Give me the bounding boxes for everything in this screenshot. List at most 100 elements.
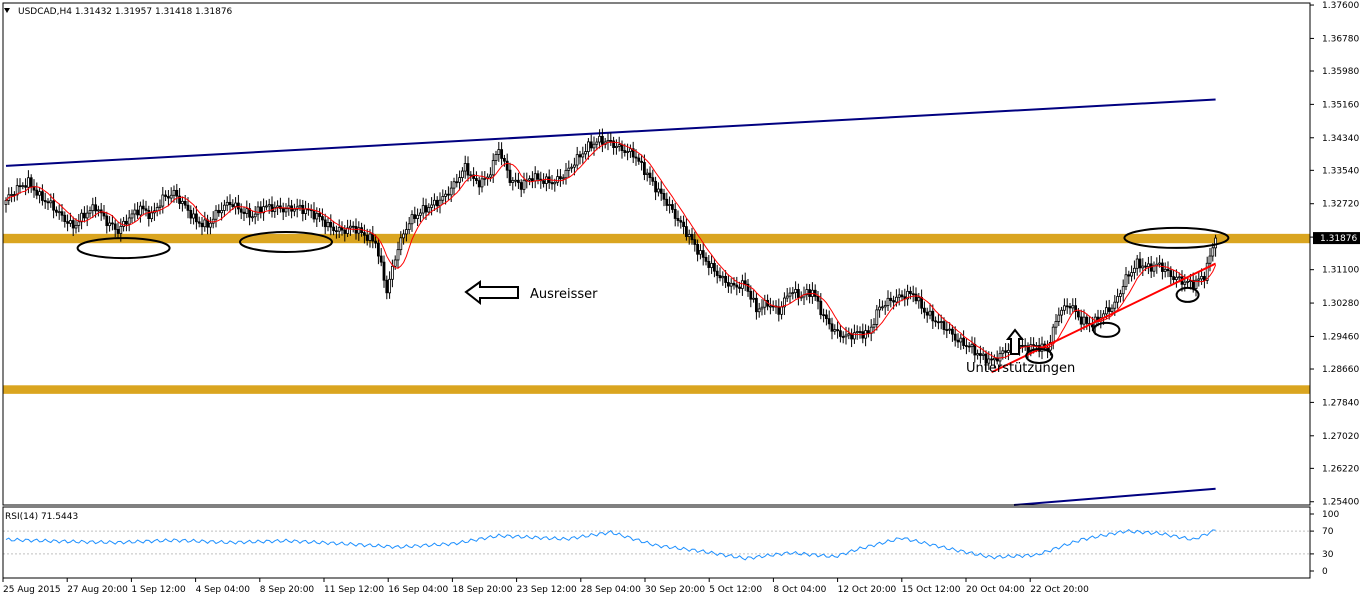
candle-body: [729, 282, 733, 287]
candle-body: [1214, 237, 1217, 249]
candle: [1107, 299, 1111, 320]
candle-body: [1169, 270, 1173, 278]
candle: [1172, 269, 1175, 284]
candle: [111, 215, 114, 231]
candle-body: [676, 218, 680, 221]
time-tick-label: 28 Sep 04:00: [581, 585, 641, 595]
candle: [839, 324, 842, 343]
candle-body: [755, 297, 758, 313]
candle-body: [304, 208, 308, 214]
candle-body: [343, 229, 347, 234]
candle-body: [721, 275, 725, 279]
candle: [214, 205, 218, 228]
candle: [15, 178, 19, 201]
candle-body: [351, 225, 355, 228]
candle-body: [1124, 274, 1128, 287]
candle: [1205, 256, 1209, 285]
candle-body: [564, 169, 568, 179]
candle-body: [925, 311, 929, 316]
candle-body: [931, 310, 935, 322]
candle-body: [57, 211, 61, 214]
candle-body: [889, 297, 893, 301]
candle: [1057, 307, 1061, 327]
candle-body: [502, 158, 506, 162]
price-tick-label: 1.35160: [1322, 100, 1359, 110]
candle-body: [934, 320, 937, 323]
candle: [928, 303, 932, 320]
candle-body: [365, 234, 369, 241]
candle: [458, 170, 462, 191]
candle-body: [897, 294, 901, 298]
time-tick-label: 15 Oct 12:00: [902, 585, 961, 595]
candle-body: [329, 222, 333, 228]
candle: [847, 327, 851, 340]
candle: [1138, 252, 1142, 273]
candle-body: [77, 221, 81, 226]
candle: [1166, 261, 1170, 278]
candle-body: [1074, 305, 1077, 312]
candle-body: [1060, 309, 1063, 316]
candle: [169, 187, 173, 203]
candle-body: [158, 205, 162, 208]
candle-body: [788, 292, 792, 297]
candle: [26, 170, 30, 194]
candle-body: [472, 174, 476, 179]
candle: [127, 210, 131, 232]
candle: [976, 349, 979, 360]
candle: [231, 199, 235, 211]
candle-body: [164, 194, 168, 197]
candle-body: [760, 306, 764, 310]
candle-body: [693, 239, 697, 245]
candle-body: [1183, 281, 1187, 285]
candle-body: [396, 249, 400, 261]
candle-body: [1116, 296, 1119, 303]
candle: [340, 221, 344, 236]
candle: [183, 194, 187, 209]
candle-body: [1082, 316, 1086, 325]
candle: [858, 326, 862, 339]
candle-body: [262, 206, 266, 214]
candle-body: [1163, 268, 1167, 272]
candle: [1130, 265, 1133, 282]
candle: [931, 304, 935, 329]
candle-body: [60, 211, 64, 216]
candle-body: [10, 194, 14, 196]
candle-body: [920, 297, 923, 309]
candle: [136, 202, 140, 219]
candle-body: [981, 353, 985, 356]
candle-body: [315, 212, 319, 220]
candle: [875, 304, 879, 331]
candle-body: [855, 331, 859, 334]
candle-body: [416, 214, 420, 219]
candle-body: [334, 230, 338, 233]
annotation-ellipse: [1123, 226, 1230, 249]
candle: [715, 264, 719, 284]
candle-body: [1147, 263, 1150, 267]
candle: [323, 213, 327, 235]
candle: [953, 326, 957, 347]
candle-body: [900, 294, 904, 298]
candle: [66, 214, 69, 232]
candle: [74, 218, 78, 234]
candle: [889, 291, 893, 308]
candle: [474, 171, 478, 185]
candle: [225, 196, 229, 212]
candle: [222, 199, 226, 217]
candle-body: [1158, 262, 1161, 265]
candle: [80, 209, 83, 230]
candle-body: [550, 182, 554, 185]
candle-body: [648, 172, 652, 179]
candle-body: [514, 179, 517, 182]
candle: [514, 172, 517, 187]
candle-body: [15, 185, 19, 196]
candle-body: [189, 209, 193, 219]
candle-body: [559, 176, 562, 180]
candle-body: [651, 177, 655, 182]
candle: [175, 183, 179, 203]
annotation-ellipse: [76, 237, 171, 260]
candle-body: [1119, 293, 1122, 297]
candle: [637, 153, 641, 165]
candle-body: [545, 176, 548, 184]
dropdown-triangle-icon[interactable]: [4, 8, 10, 13]
candle: [18, 178, 22, 194]
